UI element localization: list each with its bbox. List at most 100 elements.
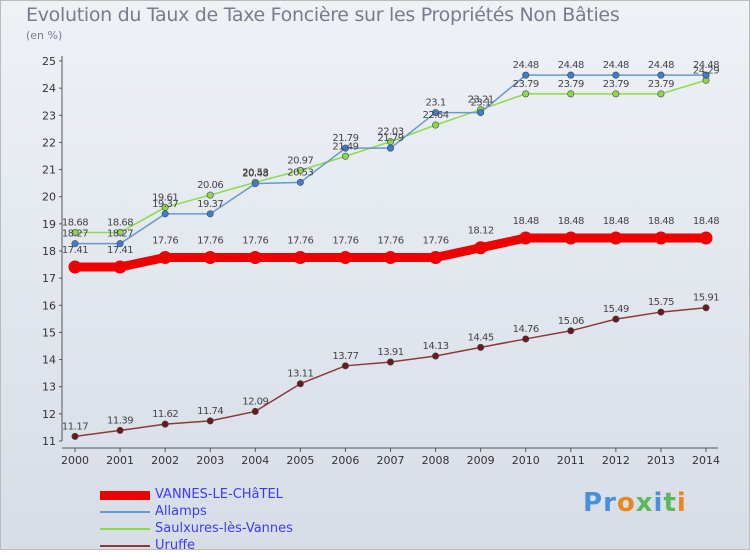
data-label: 23.21 — [468, 95, 494, 106]
data-label: 24.48 — [513, 60, 539, 71]
data-point — [251, 407, 259, 415]
x-tick-label: 2003 — [196, 454, 224, 467]
data-point — [429, 251, 443, 265]
data-point — [161, 210, 169, 218]
data-point — [341, 144, 349, 152]
proxiti-logo: Proxiti — [583, 488, 687, 518]
data-label: 23.1 — [425, 98, 445, 109]
data-point — [609, 231, 623, 245]
logo-letter: x — [635, 488, 654, 518]
x-tick-label: 2008 — [422, 454, 450, 467]
data-label: 18.48 — [603, 216, 629, 227]
data-label: 13.91 — [377, 347, 403, 358]
data-label: 12.09 — [242, 396, 268, 407]
x-tick-label: 2001 — [106, 454, 134, 467]
data-point — [341, 152, 349, 160]
data-point — [432, 121, 440, 129]
y-tick-label: 17 — [42, 272, 56, 285]
data-point — [384, 251, 397, 265]
data-point — [116, 229, 124, 237]
logo-letter: r — [603, 488, 617, 518]
data-label: 17.41 — [62, 245, 88, 256]
data-point — [206, 210, 214, 218]
data-point — [522, 90, 530, 98]
data-label: 24.48 — [648, 60, 674, 71]
y-tick-label: 20 — [42, 191, 56, 204]
data-label: 15.91 — [693, 293, 719, 304]
data-point — [567, 327, 575, 335]
y-tick-label: 23 — [42, 109, 56, 122]
legend-label: Saulxures-lès-Vannes — [155, 521, 293, 536]
data-point — [657, 71, 665, 79]
data-point — [158, 251, 172, 265]
axes: 11 12 13 14 15 16 17 18 19 20 21 22 23 24 25 2000 2001 20… — [42, 55, 720, 467]
legend-swatch — [100, 511, 150, 513]
data-point — [206, 417, 214, 425]
x-tick-label: 2013 — [647, 454, 675, 467]
x-tick-label: 2014 — [692, 454, 720, 467]
data-point — [432, 352, 440, 360]
data-point — [71, 229, 79, 237]
data-label: 21.79 — [332, 133, 358, 144]
y-tick-label: 11 — [42, 435, 56, 448]
data-label: 14.45 — [468, 332, 494, 343]
data-label: 18.48 — [558, 216, 584, 227]
data-label: 11.62 — [152, 409, 178, 420]
data-point — [477, 343, 485, 351]
data-label: 22.64 — [423, 110, 449, 121]
data-label: 24.29 — [693, 65, 719, 76]
data-label: 19.61 — [152, 192, 178, 203]
data-point — [612, 71, 620, 79]
data-point — [296, 380, 304, 388]
data-label: 18.12 — [468, 226, 494, 237]
data-label: 18.48 — [513, 216, 539, 227]
data-label: 24.48 — [693, 60, 719, 71]
data-label: 13.11 — [287, 369, 313, 380]
data-point — [474, 241, 488, 255]
data-point — [699, 231, 713, 245]
x-tick-label: 2004 — [241, 454, 269, 467]
data-label: 23.79 — [513, 79, 539, 90]
y-tick-label: 22 — [42, 136, 56, 149]
data-label: 11.74 — [197, 406, 223, 417]
data-point — [293, 251, 307, 265]
x-tick-label: 2011 — [557, 454, 585, 467]
data-point — [206, 191, 214, 199]
data-point — [116, 426, 124, 434]
logo-letter: t — [663, 488, 677, 518]
data-label: 14.76 — [513, 324, 539, 335]
data-label: 21.49 — [332, 141, 358, 152]
data-point — [71, 432, 79, 440]
x-tick-label: 2009 — [467, 454, 495, 467]
data-label: 15.75 — [648, 297, 674, 308]
data-label: 20.53 — [287, 167, 313, 178]
data-label: 18.68 — [107, 218, 133, 229]
logo-letter: i — [653, 488, 664, 518]
data-label: 24.48 — [558, 60, 584, 71]
x-tick-label: 2006 — [331, 454, 359, 467]
data-point — [71, 240, 79, 248]
data-point — [564, 231, 578, 245]
data-point — [612, 315, 620, 323]
data-point — [338, 251, 352, 265]
legend-label: Uruffe — [155, 538, 196, 553]
data-point — [702, 304, 710, 312]
data-label: 18.27 — [107, 229, 133, 240]
data-point — [432, 109, 440, 117]
data-label: 18.27 — [62, 229, 88, 240]
data-label: 17.76 — [287, 236, 313, 247]
x-tick-label: 2005 — [286, 454, 314, 467]
x-tick-label: 2000 — [61, 454, 89, 467]
logo-letter: i — [676, 488, 687, 518]
data-label: 23.79 — [603, 79, 629, 90]
data-label: 22.03 — [377, 127, 403, 138]
data-point — [68, 260, 82, 274]
data-label: 24.48 — [603, 60, 629, 71]
data-label: 11.39 — [107, 415, 133, 426]
data-label: 23.79 — [558, 79, 584, 90]
data-point — [519, 231, 533, 245]
y-tick-label: 25 — [42, 55, 56, 68]
data-point — [522, 335, 530, 343]
y-tick-label: 18 — [42, 245, 56, 258]
